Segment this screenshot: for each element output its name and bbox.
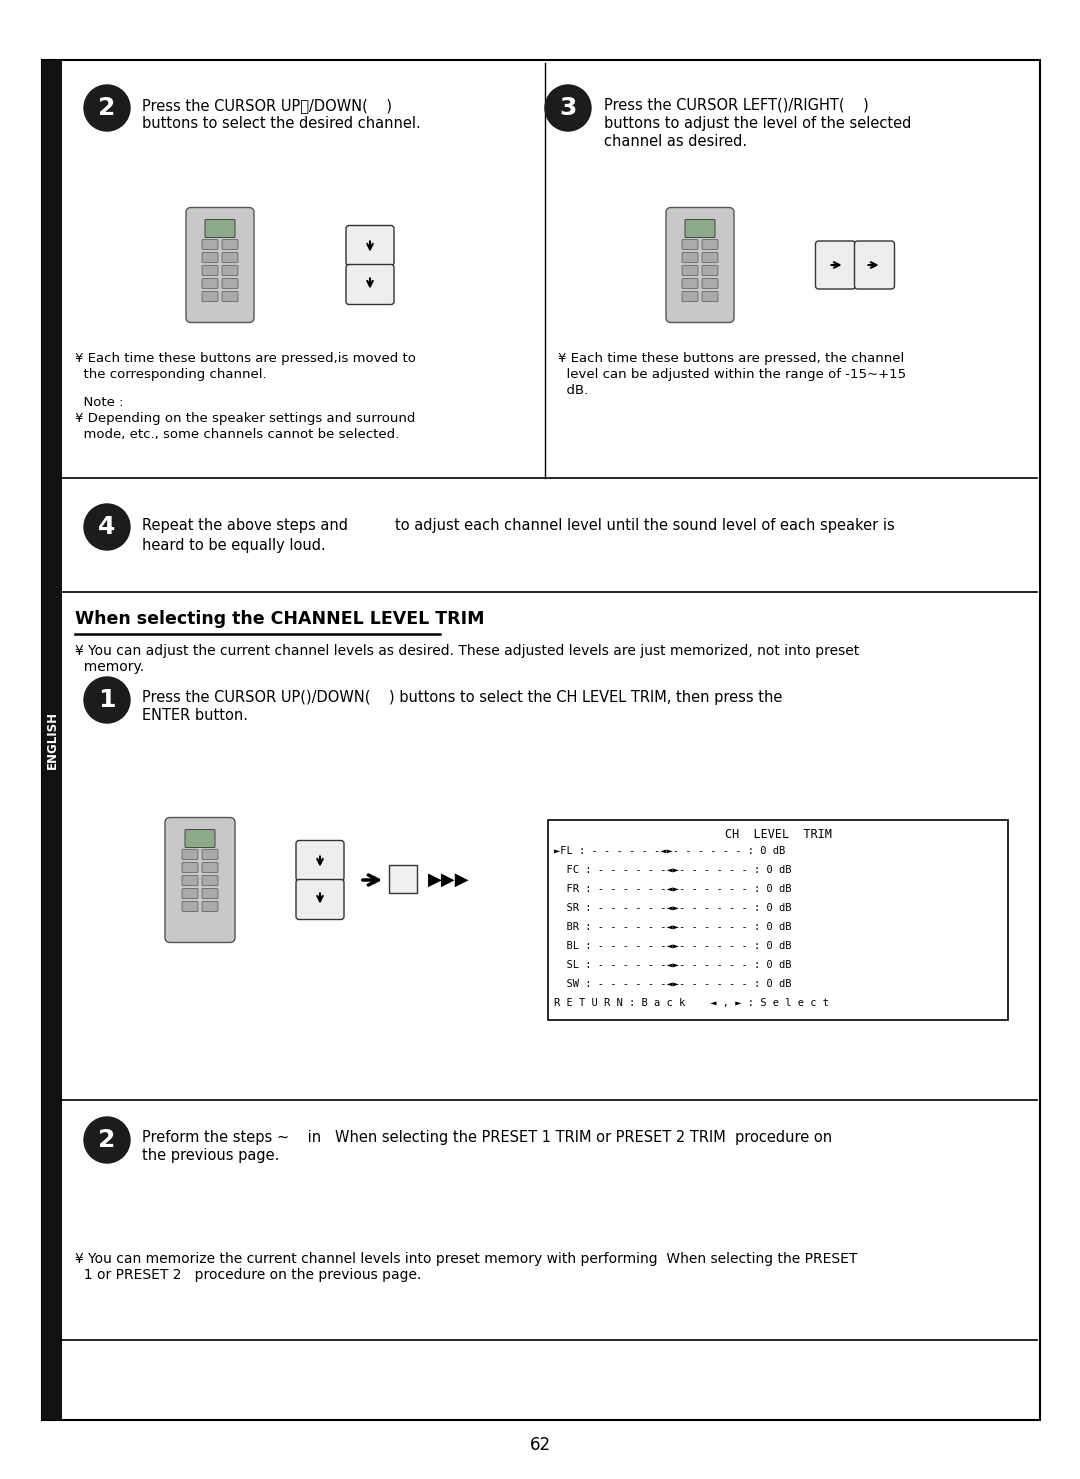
FancyBboxPatch shape xyxy=(183,862,198,873)
Text: FC : - - - - - -◄►- - - - - - : 0 dB: FC : - - - - - -◄►- - - - - - : 0 dB xyxy=(554,865,792,876)
FancyBboxPatch shape xyxy=(42,61,62,1420)
FancyBboxPatch shape xyxy=(296,880,345,920)
Text: FR : - - - - - -◄►- - - - - - : 0 dB: FR : - - - - - -◄►- - - - - - : 0 dB xyxy=(554,884,792,893)
FancyBboxPatch shape xyxy=(681,291,698,302)
Text: mode, etc., some channels cannot be selected.: mode, etc., some channels cannot be sele… xyxy=(75,427,400,441)
FancyBboxPatch shape xyxy=(185,830,215,847)
Text: 3: 3 xyxy=(559,96,577,120)
FancyBboxPatch shape xyxy=(205,219,235,238)
FancyBboxPatch shape xyxy=(815,241,855,288)
FancyBboxPatch shape xyxy=(202,862,218,873)
FancyBboxPatch shape xyxy=(202,240,218,250)
Circle shape xyxy=(84,677,130,723)
FancyBboxPatch shape xyxy=(346,265,394,305)
Text: ENTER button.: ENTER button. xyxy=(141,708,248,723)
FancyBboxPatch shape xyxy=(222,278,238,288)
FancyBboxPatch shape xyxy=(202,876,218,886)
Text: 1: 1 xyxy=(98,688,116,711)
FancyBboxPatch shape xyxy=(222,240,238,250)
Text: When selecting the CHANNEL LEVEL TRIM: When selecting the CHANNEL LEVEL TRIM xyxy=(75,609,485,629)
Text: 62: 62 xyxy=(529,1436,551,1454)
Text: R E T U R N : B a c k    ◄ , ► : S e l e c t: R E T U R N : B a c k ◄ , ► : S e l e c … xyxy=(554,998,829,1009)
FancyBboxPatch shape xyxy=(548,819,1008,1021)
Text: to adjust each channel level until the sound level of each speaker is: to adjust each channel level until the s… xyxy=(395,518,894,532)
Text: ENGLISH: ENGLISH xyxy=(45,711,58,769)
FancyBboxPatch shape xyxy=(202,849,218,859)
Text: SW : - - - - - -◄►- - - - - - : 0 dB: SW : - - - - - -◄►- - - - - - : 0 dB xyxy=(554,979,792,989)
Text: the previous page.: the previous page. xyxy=(141,1148,280,1162)
FancyBboxPatch shape xyxy=(389,865,417,893)
FancyBboxPatch shape xyxy=(183,902,198,911)
FancyBboxPatch shape xyxy=(165,818,235,942)
Text: SL : - - - - - -◄►- - - - - - : 0 dB: SL : - - - - - -◄►- - - - - - : 0 dB xyxy=(554,960,792,970)
FancyBboxPatch shape xyxy=(202,253,218,262)
FancyBboxPatch shape xyxy=(202,266,218,275)
FancyBboxPatch shape xyxy=(222,266,238,275)
Text: 4: 4 xyxy=(98,515,116,538)
FancyBboxPatch shape xyxy=(346,225,394,266)
FancyBboxPatch shape xyxy=(202,889,218,899)
Text: ¥ Each time these buttons are pressed,is moved to: ¥ Each time these buttons are pressed,is… xyxy=(75,352,416,365)
FancyBboxPatch shape xyxy=(186,207,254,322)
Text: Note :: Note : xyxy=(75,396,123,410)
FancyBboxPatch shape xyxy=(666,207,734,322)
Text: memory.: memory. xyxy=(75,660,144,674)
Text: the corresponding channel.: the corresponding channel. xyxy=(75,368,267,382)
Text: BL : - - - - - -◄►- - - - - - : 0 dB: BL : - - - - - -◄►- - - - - - : 0 dB xyxy=(554,941,792,951)
Text: buttons to adjust the level of the selected: buttons to adjust the level of the selec… xyxy=(604,115,912,132)
Text: Repeat the above steps and: Repeat the above steps and xyxy=(141,518,348,532)
FancyBboxPatch shape xyxy=(681,278,698,288)
Circle shape xyxy=(84,84,130,132)
FancyBboxPatch shape xyxy=(854,241,894,288)
Text: ¥ Depending on the speaker settings and surround: ¥ Depending on the speaker settings and … xyxy=(75,413,416,424)
Text: 2: 2 xyxy=(98,1128,116,1152)
Text: ¥ Each time these buttons are pressed, the channel: ¥ Each time these buttons are pressed, t… xyxy=(558,352,904,365)
FancyBboxPatch shape xyxy=(42,61,1040,1420)
Text: channel as desired.: channel as desired. xyxy=(604,135,747,149)
FancyBboxPatch shape xyxy=(183,876,198,886)
Text: ¥ You can memorize the current channel levels into preset memory with performing: ¥ You can memorize the current channel l… xyxy=(75,1253,858,1266)
Text: BR : - - - - - -◄►- - - - - - : 0 dB: BR : - - - - - -◄►- - - - - - : 0 dB xyxy=(554,921,792,932)
Text: ►FL : - - - - - -◄►- - - - - - : 0 dB: ►FL : - - - - - -◄►- - - - - - : 0 dB xyxy=(554,846,785,856)
Text: buttons to select the desired channel.: buttons to select the desired channel. xyxy=(141,115,421,132)
FancyBboxPatch shape xyxy=(681,266,698,275)
FancyBboxPatch shape xyxy=(702,278,718,288)
Text: ▶▶▶: ▶▶▶ xyxy=(428,871,470,889)
FancyBboxPatch shape xyxy=(681,253,698,262)
Text: 2: 2 xyxy=(98,96,116,120)
FancyBboxPatch shape xyxy=(183,889,198,899)
FancyBboxPatch shape xyxy=(296,840,345,880)
FancyBboxPatch shape xyxy=(685,219,715,238)
Text: SR : - - - - - -◄►- - - - - - : 0 dB: SR : - - - - - -◄►- - - - - - : 0 dB xyxy=(554,904,792,913)
FancyBboxPatch shape xyxy=(183,849,198,859)
Circle shape xyxy=(84,504,130,550)
FancyBboxPatch shape xyxy=(222,253,238,262)
Text: Press the CURSOR LEFT()/RIGHT(    ): Press the CURSOR LEFT()/RIGHT( ) xyxy=(604,98,868,112)
Text: level can be adjusted within the range of -15~+15: level can be adjusted within the range o… xyxy=(558,368,906,382)
Text: Press the CURSOR UP /DOWN(    ): Press the CURSOR UP /DOWN( ) xyxy=(141,98,392,112)
FancyBboxPatch shape xyxy=(681,240,698,250)
Text: Press the CURSOR UP()/DOWN(    ) buttons to select the CH LEVEL TRIM, then press: Press the CURSOR UP()/DOWN( ) buttons to… xyxy=(141,691,782,705)
FancyBboxPatch shape xyxy=(702,253,718,262)
FancyBboxPatch shape xyxy=(202,902,218,911)
FancyBboxPatch shape xyxy=(222,291,238,302)
Circle shape xyxy=(545,84,591,132)
FancyBboxPatch shape xyxy=(702,266,718,275)
FancyBboxPatch shape xyxy=(202,291,218,302)
Text: heard to be equally loud.: heard to be equally loud. xyxy=(141,538,326,553)
Text: CH  LEVEL  TRIM: CH LEVEL TRIM xyxy=(725,827,832,840)
FancyBboxPatch shape xyxy=(702,240,718,250)
Circle shape xyxy=(84,1117,130,1162)
Text: dB.: dB. xyxy=(558,385,589,396)
Text: 1 or PRESET 2   procedure on the previous page.: 1 or PRESET 2 procedure on the previous … xyxy=(75,1268,421,1282)
Text: ¥ You can adjust the current channel levels as desired. These adjusted levels ar: ¥ You can adjust the current channel lev… xyxy=(75,643,860,658)
FancyBboxPatch shape xyxy=(702,291,718,302)
Text: Preform the steps ~    in   When selecting the PRESET 1 TRIM or PRESET 2 TRIM  p: Preform the steps ~ in When selecting th… xyxy=(141,1130,832,1145)
FancyBboxPatch shape xyxy=(202,278,218,288)
